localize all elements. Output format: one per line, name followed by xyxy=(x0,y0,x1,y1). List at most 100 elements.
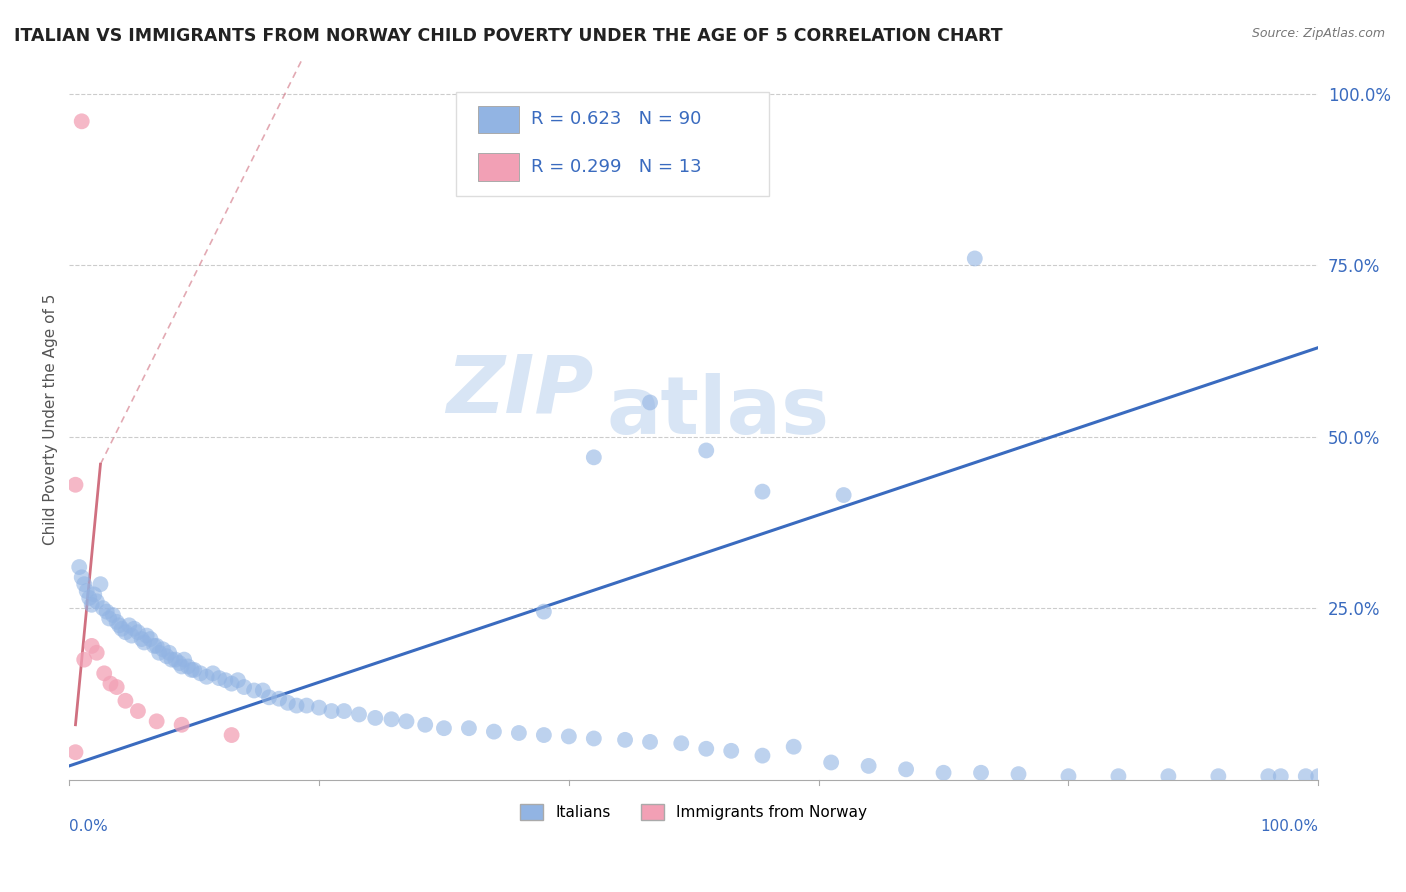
Point xyxy=(638,735,661,749)
Text: 0.0%: 0.0% xyxy=(69,819,108,834)
Point xyxy=(114,625,136,640)
Text: 100.0%: 100.0% xyxy=(1260,819,1319,834)
Point xyxy=(214,673,236,688)
Point xyxy=(70,114,93,128)
Point xyxy=(201,666,224,681)
Text: Source: ZipAtlas.com: Source: ZipAtlas.com xyxy=(1251,27,1385,40)
Point xyxy=(143,639,166,653)
Point xyxy=(114,694,136,708)
Point xyxy=(105,615,128,629)
Point xyxy=(321,704,343,718)
Text: ITALIAN VS IMMIGRANTS FROM NORWAY CHILD POVERTY UNDER THE AGE OF 5 CORRELATION C: ITALIAN VS IMMIGRANTS FROM NORWAY CHILD … xyxy=(14,27,1002,45)
Point xyxy=(156,649,179,664)
Point xyxy=(70,570,93,584)
Point xyxy=(308,700,330,714)
Point xyxy=(413,718,436,732)
Point xyxy=(165,652,187,666)
Point xyxy=(695,443,717,458)
Point xyxy=(226,673,249,688)
Point xyxy=(395,714,418,729)
Point xyxy=(832,488,855,502)
Point xyxy=(96,605,118,619)
Point xyxy=(1208,769,1230,783)
Point xyxy=(558,730,581,744)
Point xyxy=(638,395,661,409)
Point xyxy=(333,704,356,718)
Point xyxy=(80,598,103,612)
Point xyxy=(295,698,318,713)
Point xyxy=(67,560,90,574)
Point xyxy=(131,632,153,646)
Legend: Italians, Immigrants from Norway: Italians, Immigrants from Norway xyxy=(515,797,873,826)
Point xyxy=(135,629,157,643)
Point xyxy=(508,726,530,740)
Point xyxy=(148,646,170,660)
Point xyxy=(98,611,121,625)
Point xyxy=(170,659,193,673)
Point xyxy=(145,714,167,729)
Point xyxy=(257,690,280,705)
Point xyxy=(614,732,637,747)
Point xyxy=(170,718,193,732)
Point xyxy=(751,484,773,499)
Point xyxy=(533,605,555,619)
Text: R = 0.299   N = 13: R = 0.299 N = 13 xyxy=(531,158,702,176)
Text: R = 0.623   N = 90: R = 0.623 N = 90 xyxy=(531,111,702,128)
Point xyxy=(380,712,402,726)
Point xyxy=(1057,769,1080,783)
Point xyxy=(582,450,605,465)
Point xyxy=(83,587,105,601)
Point xyxy=(76,584,98,599)
Point xyxy=(152,642,174,657)
Point xyxy=(233,680,256,694)
Point xyxy=(73,652,96,666)
Point xyxy=(134,635,156,649)
Point xyxy=(458,721,481,735)
Point xyxy=(533,728,555,742)
Point xyxy=(145,639,167,653)
Point xyxy=(86,594,108,608)
Point xyxy=(267,691,290,706)
Point xyxy=(100,676,122,690)
Point xyxy=(86,646,108,660)
Point xyxy=(221,728,243,742)
Point xyxy=(139,632,162,646)
Point xyxy=(122,622,145,636)
Point xyxy=(111,622,134,636)
Point xyxy=(582,731,605,746)
Point xyxy=(364,711,387,725)
Point xyxy=(970,765,993,780)
Point xyxy=(963,252,986,266)
Point xyxy=(695,741,717,756)
Point xyxy=(167,656,190,670)
Point xyxy=(157,646,180,660)
Point xyxy=(127,704,149,718)
Point xyxy=(127,625,149,640)
Point xyxy=(101,608,124,623)
Point xyxy=(177,659,200,673)
Point xyxy=(93,666,115,681)
Point xyxy=(1295,769,1317,783)
Point xyxy=(433,721,456,735)
Point xyxy=(73,577,96,591)
Point xyxy=(65,477,87,491)
Point xyxy=(108,618,131,632)
FancyBboxPatch shape xyxy=(478,105,519,133)
Point xyxy=(190,666,212,681)
Point xyxy=(118,618,141,632)
Point xyxy=(1257,769,1279,783)
Point xyxy=(243,683,266,698)
Point xyxy=(1007,767,1029,781)
Point xyxy=(105,680,128,694)
Point xyxy=(671,736,693,750)
Point xyxy=(751,748,773,763)
Point xyxy=(932,765,955,780)
Point xyxy=(347,707,370,722)
Text: ZIP: ZIP xyxy=(447,351,593,430)
Point xyxy=(782,739,804,754)
Point xyxy=(1308,769,1330,783)
Point xyxy=(277,696,299,710)
Point xyxy=(720,744,742,758)
Point xyxy=(208,671,231,685)
Point xyxy=(80,639,103,653)
